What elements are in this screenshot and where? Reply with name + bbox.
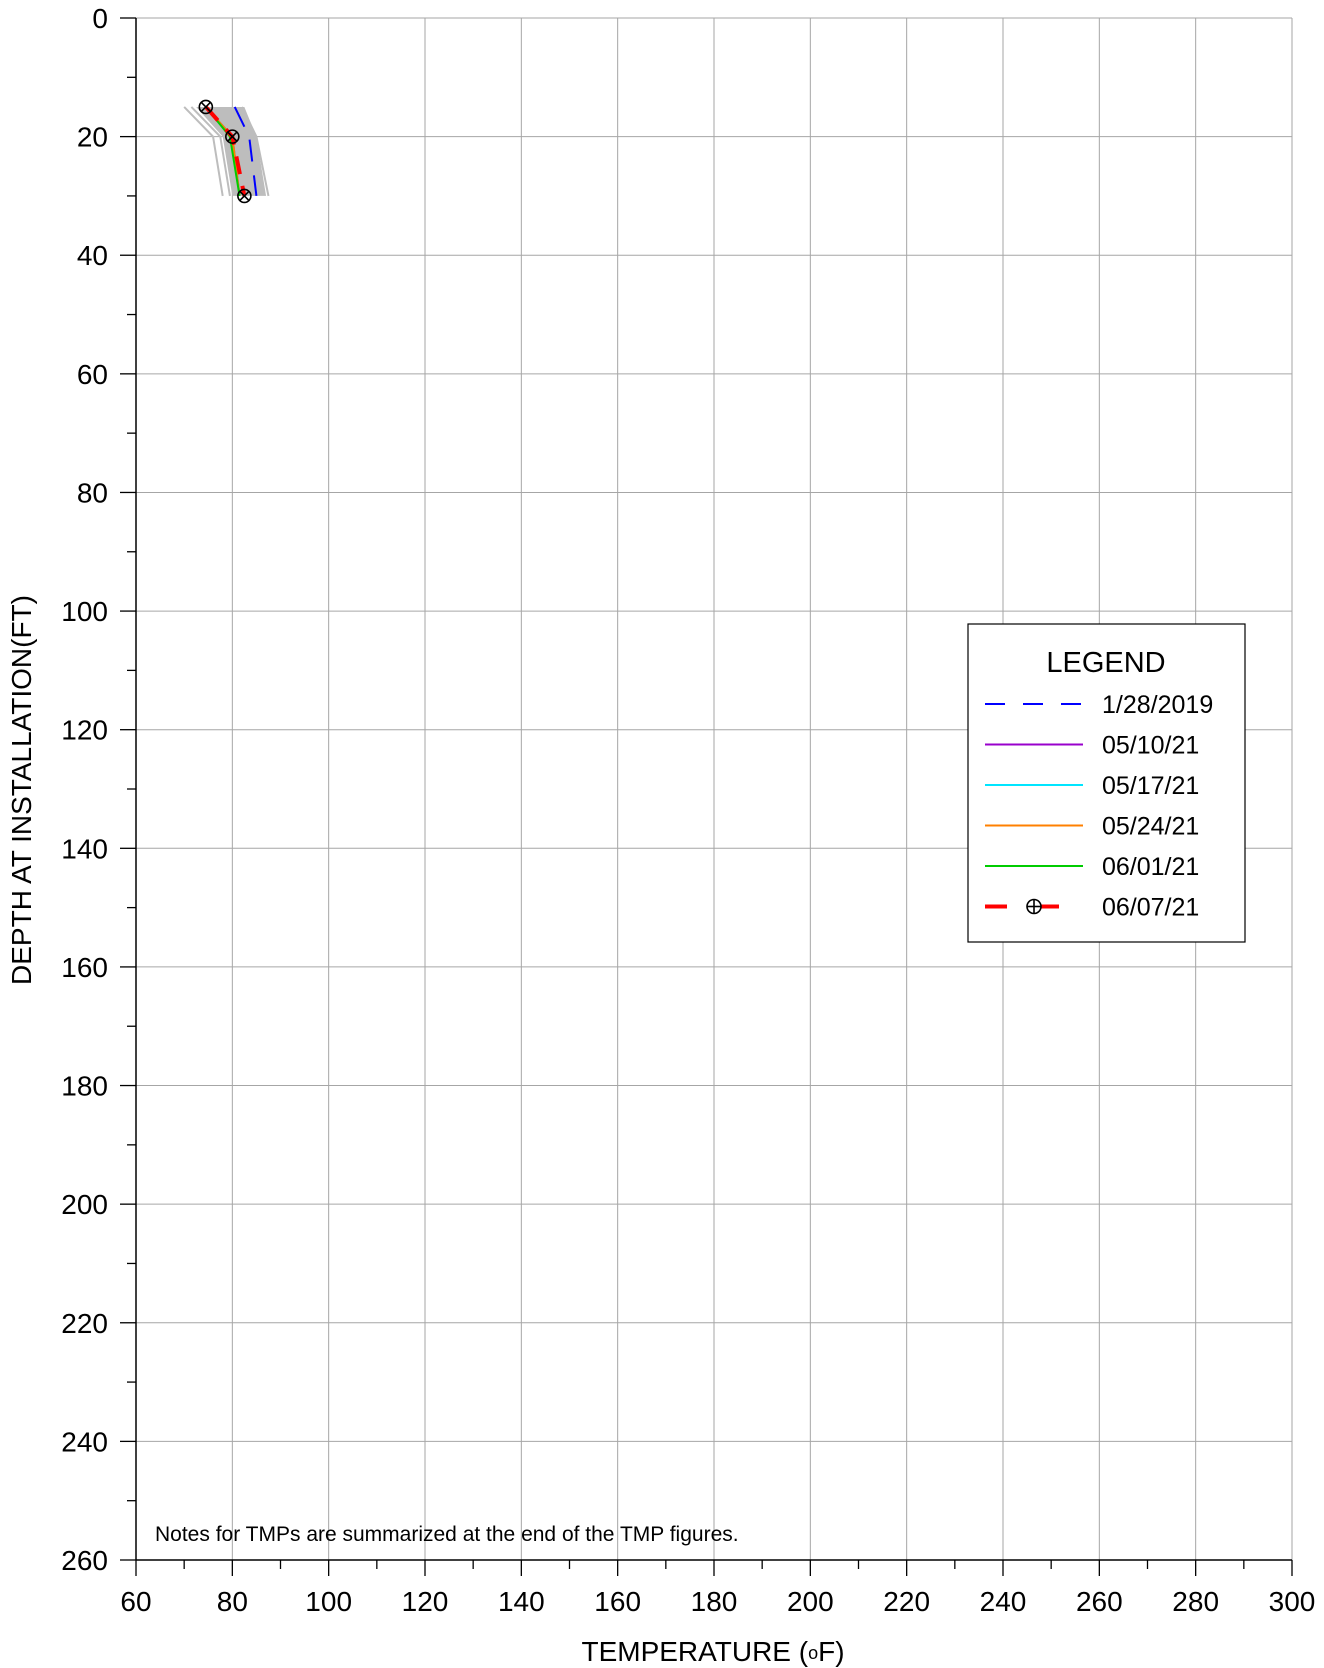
x-axis-title: TEMPERATURE (oF)	[581, 1636, 844, 1667]
x-tick-label: 120	[402, 1586, 449, 1617]
history-line	[183, 106, 224, 197]
x-tick-label: 280	[1172, 1586, 1219, 1617]
series-marker	[237, 188, 252, 204]
x-tick-label: 220	[883, 1586, 930, 1617]
x-tick-label: 260	[1076, 1586, 1123, 1617]
marker-circle	[198, 99, 214, 115]
history-line	[190, 106, 231, 197]
legend-label: 06/01/21	[1102, 853, 1199, 881]
y-tick-label: 80	[77, 477, 108, 508]
y-tick-label: 260	[61, 1545, 108, 1576]
x-tick-label: 200	[787, 1586, 834, 1617]
y-tick-label: 140	[61, 833, 108, 864]
y-tick-label: 100	[61, 596, 108, 627]
series-lines	[198, 99, 258, 204]
y-tick-label: 20	[77, 122, 108, 153]
x-axis-title-unit: F)	[818, 1636, 844, 1667]
y-tick-label: 220	[61, 1308, 108, 1339]
series-marker	[198, 99, 214, 115]
tick-labels: 60 80 100 120 140 160 180 200 220 240 260 280 300 0 20…	[61, 3, 1315, 1617]
y-tick-label: 60	[77, 359, 108, 390]
y-tick-label: 0	[92, 3, 108, 34]
marker-circle	[237, 188, 252, 204]
marker-cross	[239, 190, 250, 202]
x-tick-label: 140	[498, 1586, 545, 1617]
x-tick-label: 300	[1269, 1586, 1316, 1617]
figure-note: Notes for TMPs are summarized at the end…	[155, 1523, 739, 1546]
y-tick-label: 160	[61, 952, 108, 983]
y-tick-label: 120	[61, 715, 108, 746]
x-tick-label: 100	[305, 1586, 352, 1617]
y-tick-label: 40	[77, 240, 108, 271]
series-marker	[225, 129, 240, 144]
legend-items: 1/28/2019 05/10/21 05/17/21 05/24/21 06/01/2…	[985, 691, 1213, 922]
legend-label: 05/10/21	[1102, 732, 1199, 760]
legend-item: 05/17/21	[985, 772, 1199, 800]
legend-item: 06/01/21	[985, 853, 1199, 881]
history-band	[196, 106, 267, 196]
legend-label: 05/24/21	[1102, 813, 1199, 841]
x-tick-label: 240	[980, 1586, 1027, 1617]
legend-item: 06/07/21	[985, 894, 1199, 922]
y-tick-label: 180	[61, 1071, 108, 1102]
x-axis-title-degree: o	[808, 1643, 818, 1663]
legend-box	[967, 623, 1246, 943]
axes	[120, 17, 1293, 1576]
legend-label: 05/17/21	[1102, 772, 1199, 800]
grid	[135, 17, 1293, 1561]
marker-cross	[227, 131, 238, 142]
y-tick-label: 200	[61, 1189, 108, 1220]
x-tick-label: 60	[120, 1586, 151, 1617]
marker-cross	[200, 101, 212, 113]
legend-item: 05/10/21	[985, 732, 1199, 760]
y-tick-label: 240	[61, 1426, 108, 1457]
series-line	[233, 106, 258, 197]
history-band-fill	[196, 106, 267, 196]
y-axis-title: DEPTH AT INSTALLATION(FT)	[6, 595, 37, 985]
x-tick-label: 80	[217, 1586, 248, 1617]
history-line	[241, 106, 270, 197]
x-axis-title-main: TEMPERATURE (	[581, 1636, 808, 1667]
legend-title: LEGEND	[1046, 647, 1165, 679]
legend-item: 05/24/21	[985, 813, 1199, 841]
legend-item: 1/28/2019	[985, 691, 1213, 719]
legend-label: 1/28/2019	[1102, 691, 1213, 719]
legend: LEGEND 1/28/2019 05/10/21 05/17/21 05/24/21…	[967, 623, 1246, 943]
legend-label: 06/07/21	[1102, 894, 1199, 922]
x-tick-label: 180	[691, 1586, 738, 1617]
marker-circle	[225, 129, 240, 144]
x-tick-label: 160	[594, 1586, 641, 1617]
